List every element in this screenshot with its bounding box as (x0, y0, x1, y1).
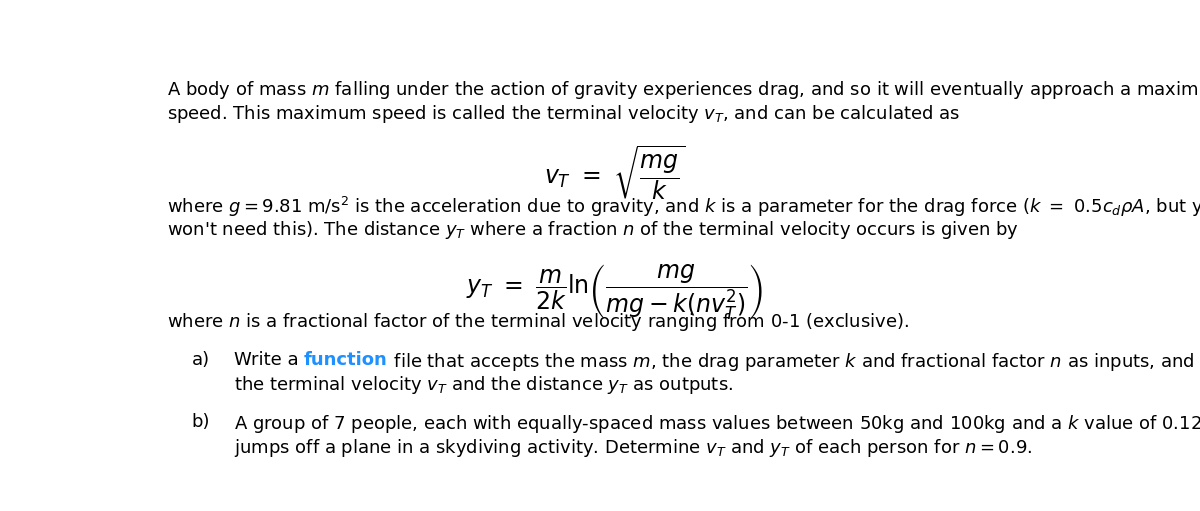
Text: the terminal velocity $v_T$ and the distance $y_T$ as outputs.: the terminal velocity $v_T$ and the dist… (234, 374, 733, 396)
Text: won't need this). The distance $y_T$ where a fraction $n$ of the terminal veloci: won't need this). The distance $y_T$ whe… (167, 219, 1019, 241)
Text: function: function (304, 351, 388, 368)
Text: speed. This maximum speed is called the terminal velocity $v_T$, and can be calc: speed. This maximum speed is called the … (167, 103, 960, 125)
Text: where $n$ is a fractional factor of the terminal velocity ranging from 0-1 (excl: where $n$ is a fractional factor of the … (167, 311, 908, 333)
Text: $y_T\ =\ \dfrac{m}{2k}\ln\!\left(\dfrac{mg}{mg - k(nv_T^2)}\right)$: $y_T\ =\ \dfrac{m}{2k}\ln\!\left(\dfrac{… (467, 262, 763, 322)
Text: file that accepts the mass $m$, the drag parameter $k$ and fractional factor $n$: file that accepts the mass $m$, the drag… (388, 351, 1200, 373)
Text: where $g = 9.81$ m/s$^2$ is the acceleration due to gravity, and $k$ is a parame: where $g = 9.81$ m/s$^2$ is the accelera… (167, 195, 1200, 219)
Text: A body of mass $m$ falling under the action of gravity experiences drag, and so : A body of mass $m$ falling under the act… (167, 79, 1200, 101)
Text: $v_T\ =\ \sqrt{\dfrac{mg}{k}}$: $v_T\ =\ \sqrt{\dfrac{mg}{k}}$ (545, 144, 685, 203)
Text: a): a) (192, 351, 210, 368)
Text: jumps off a plane in a skydiving activity. Determine $v_T$ and $y_T$ of each per: jumps off a plane in a skydiving activit… (234, 437, 1032, 459)
Text: b): b) (192, 413, 210, 431)
Text: A group of 7 people, each with equally-spaced mass values between 50kg and 100kg: A group of 7 people, each with equally-s… (234, 413, 1200, 435)
Text: Write a: Write a (234, 351, 304, 368)
